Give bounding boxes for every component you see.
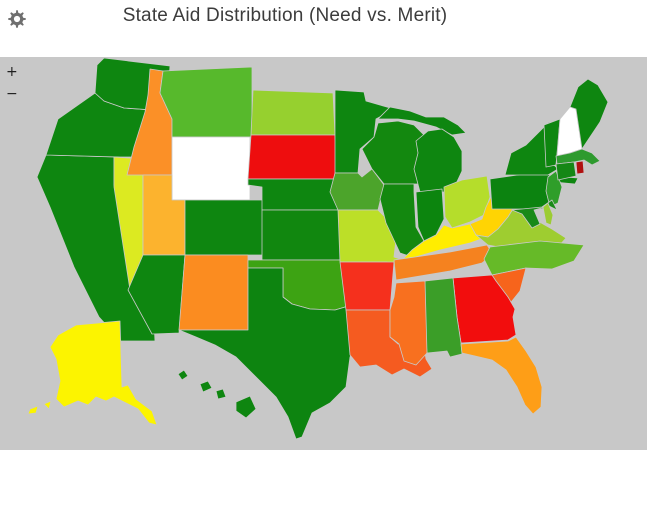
widget-header: State Aid Distribution (Need vs. Merit) [0, 0, 647, 57]
state-ND[interactable] [250, 89, 336, 136]
state-AK[interactable] [27, 405, 39, 415]
state-MT[interactable] [159, 66, 253, 138]
gear-icon [7, 10, 27, 32]
state-HI[interactable] [177, 369, 189, 381]
state-RI[interactable] [575, 160, 585, 175]
map-canvas[interactable]: + − [0, 57, 647, 450]
state-NM[interactable] [178, 254, 249, 331]
state-AK[interactable] [49, 320, 158, 426]
zoom-out-button[interactable]: − [6, 87, 22, 101]
state-NC[interactable] [483, 240, 585, 276]
state-CO[interactable] [184, 199, 264, 256]
state-TX[interactable] [178, 267, 363, 440]
settings-button[interactable] [7, 9, 27, 29]
state-HI[interactable] [215, 388, 227, 400]
page-title: State Aid Distribution (Need vs. Merit) [122, 5, 448, 26]
state-CT[interactable] [555, 161, 577, 181]
state-KS[interactable] [261, 209, 341, 261]
zoom-in-button[interactable]: + [6, 65, 22, 79]
state-WY[interactable] [171, 136, 251, 201]
state-HI[interactable] [235, 395, 257, 419]
state-MS[interactable] [389, 280, 428, 366]
us-choropleth-svg[interactable] [0, 57, 647, 450]
state-SD[interactable] [247, 134, 339, 180]
state-HI[interactable] [199, 380, 213, 393]
state-MI[interactable] [413, 128, 463, 193]
state-FL[interactable] [460, 336, 543, 415]
footer-whitespace [0, 450, 647, 518]
state-ME[interactable] [569, 78, 609, 150]
state-IA[interactable] [329, 168, 385, 211]
state-AR[interactable] [339, 261, 395, 311]
state-DE[interactable] [542, 202, 554, 226]
state-AK[interactable] [43, 400, 52, 410]
state-MI[interactable] [377, 106, 467, 136]
